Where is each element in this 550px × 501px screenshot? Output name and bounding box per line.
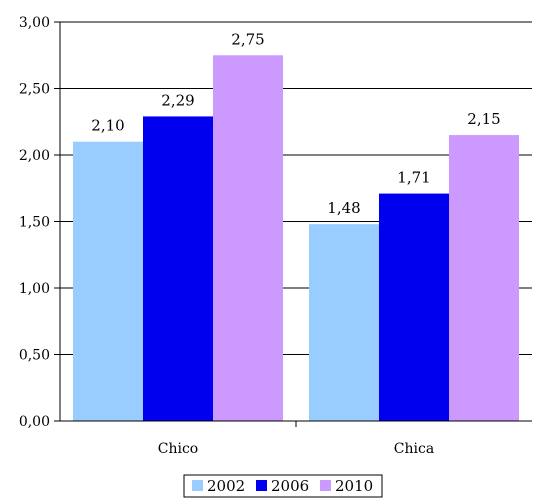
legend-swatch-2010 [320, 480, 331, 491]
legend-label: 2006 [271, 477, 309, 495]
data-labels: 2,10 2,29 2,75 1,48 1,71 2,15 [91, 30, 500, 217]
bar-2002-chica [309, 224, 379, 421]
data-label: 2,10 [91, 117, 124, 135]
legend-label: 2002 [207, 477, 245, 495]
data-label: 2,29 [161, 91, 194, 109]
y-tick-label: 2,50 [19, 82, 50, 98]
legend-swatch-2006 [256, 480, 267, 491]
y-tick-label: 1,00 [19, 281, 50, 297]
data-label: 1,71 [397, 169, 430, 187]
bar-2006-chica [379, 193, 449, 421]
y-tick-label: 0,00 [19, 414, 50, 430]
x-tick-label: Chica [394, 441, 434, 457]
y-tick-label: 1,50 [19, 215, 50, 231]
legend-label: 2010 [335, 477, 373, 495]
bar-2010-chico [213, 55, 283, 421]
legend-box [183, 474, 383, 498]
axes: 0,00 0,50 1,00 1,50 2,00 2,50 3,00 Chico Chica [19, 15, 532, 457]
y-tick-label: 3,00 [19, 15, 50, 31]
y-tick-label: 2,00 [19, 148, 50, 164]
legend: 2002 2006 2010 [183, 474, 383, 498]
data-label: 2,15 [467, 110, 500, 128]
bar-2010-chica [449, 135, 519, 422]
bar-2002-chico [73, 141, 143, 421]
bars [73, 55, 519, 422]
data-label: 2,75 [231, 30, 264, 48]
bar-2006-chico [143, 116, 213, 422]
data-label: 1,48 [327, 199, 360, 217]
y-tick-label: 0,50 [19, 348, 50, 364]
x-tick-label: Chico [158, 441, 198, 457]
legend-swatch-2002 [192, 480, 203, 491]
